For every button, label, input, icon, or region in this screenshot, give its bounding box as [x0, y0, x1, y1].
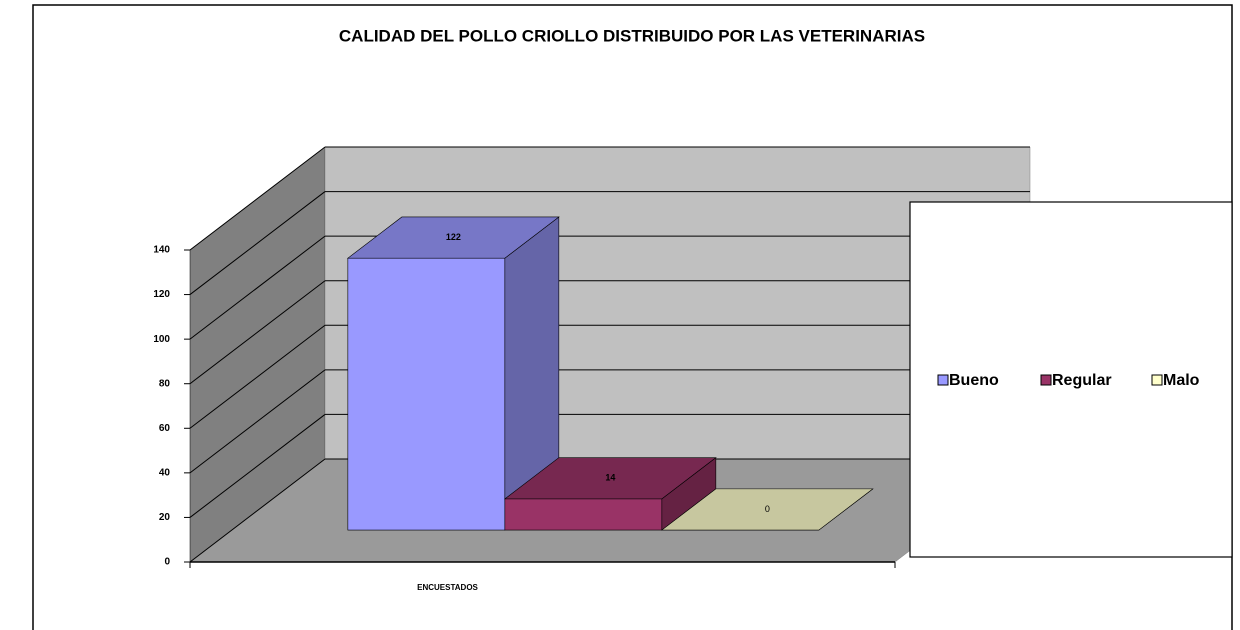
- value-label: 0: [765, 504, 770, 514]
- legend-label: Malo: [1163, 372, 1200, 389]
- y-tick-label: 100: [153, 334, 170, 345]
- y-tick-label: 0: [164, 557, 170, 568]
- bar-front: [504, 498, 663, 531]
- legend-label: Regular: [1052, 372, 1112, 389]
- grid-line: [189, 369, 326, 474]
- x-tick-label: ENCUESTADOS: [417, 583, 478, 592]
- grid-line: [189, 235, 326, 340]
- chart-title: CALIDAD DEL POLLO CRIOLLO DISTRIBUIDO PO…: [339, 26, 925, 45]
- grid-line: [189, 458, 326, 563]
- grid-line: [189, 324, 326, 429]
- bar-top: [346, 216, 560, 259]
- bar-top: [503, 457, 717, 500]
- legend-label: Bueno: [949, 372, 999, 389]
- y-tick-label: 120: [153, 289, 170, 300]
- bar-top: [660, 488, 874, 531]
- grid-line: [189, 414, 326, 518]
- legend-swatch: [1151, 374, 1163, 386]
- legend-swatch: [1040, 374, 1052, 386]
- y-tick-label: 40: [159, 467, 171, 478]
- legend-box: [909, 201, 1233, 558]
- y-tick-label: 80: [159, 378, 171, 389]
- grid-line: [189, 191, 326, 295]
- y-tick-label: 140: [153, 245, 170, 256]
- grid-line: [189, 280, 326, 385]
- value-label: 14: [605, 473, 615, 483]
- legend-swatch: [937, 374, 949, 386]
- y-tick-label: 20: [159, 512, 171, 523]
- y-tick-label: 60: [159, 423, 171, 434]
- value-label: 122: [446, 232, 461, 242]
- bar-front: [347, 257, 506, 531]
- grid-line: [189, 146, 326, 251]
